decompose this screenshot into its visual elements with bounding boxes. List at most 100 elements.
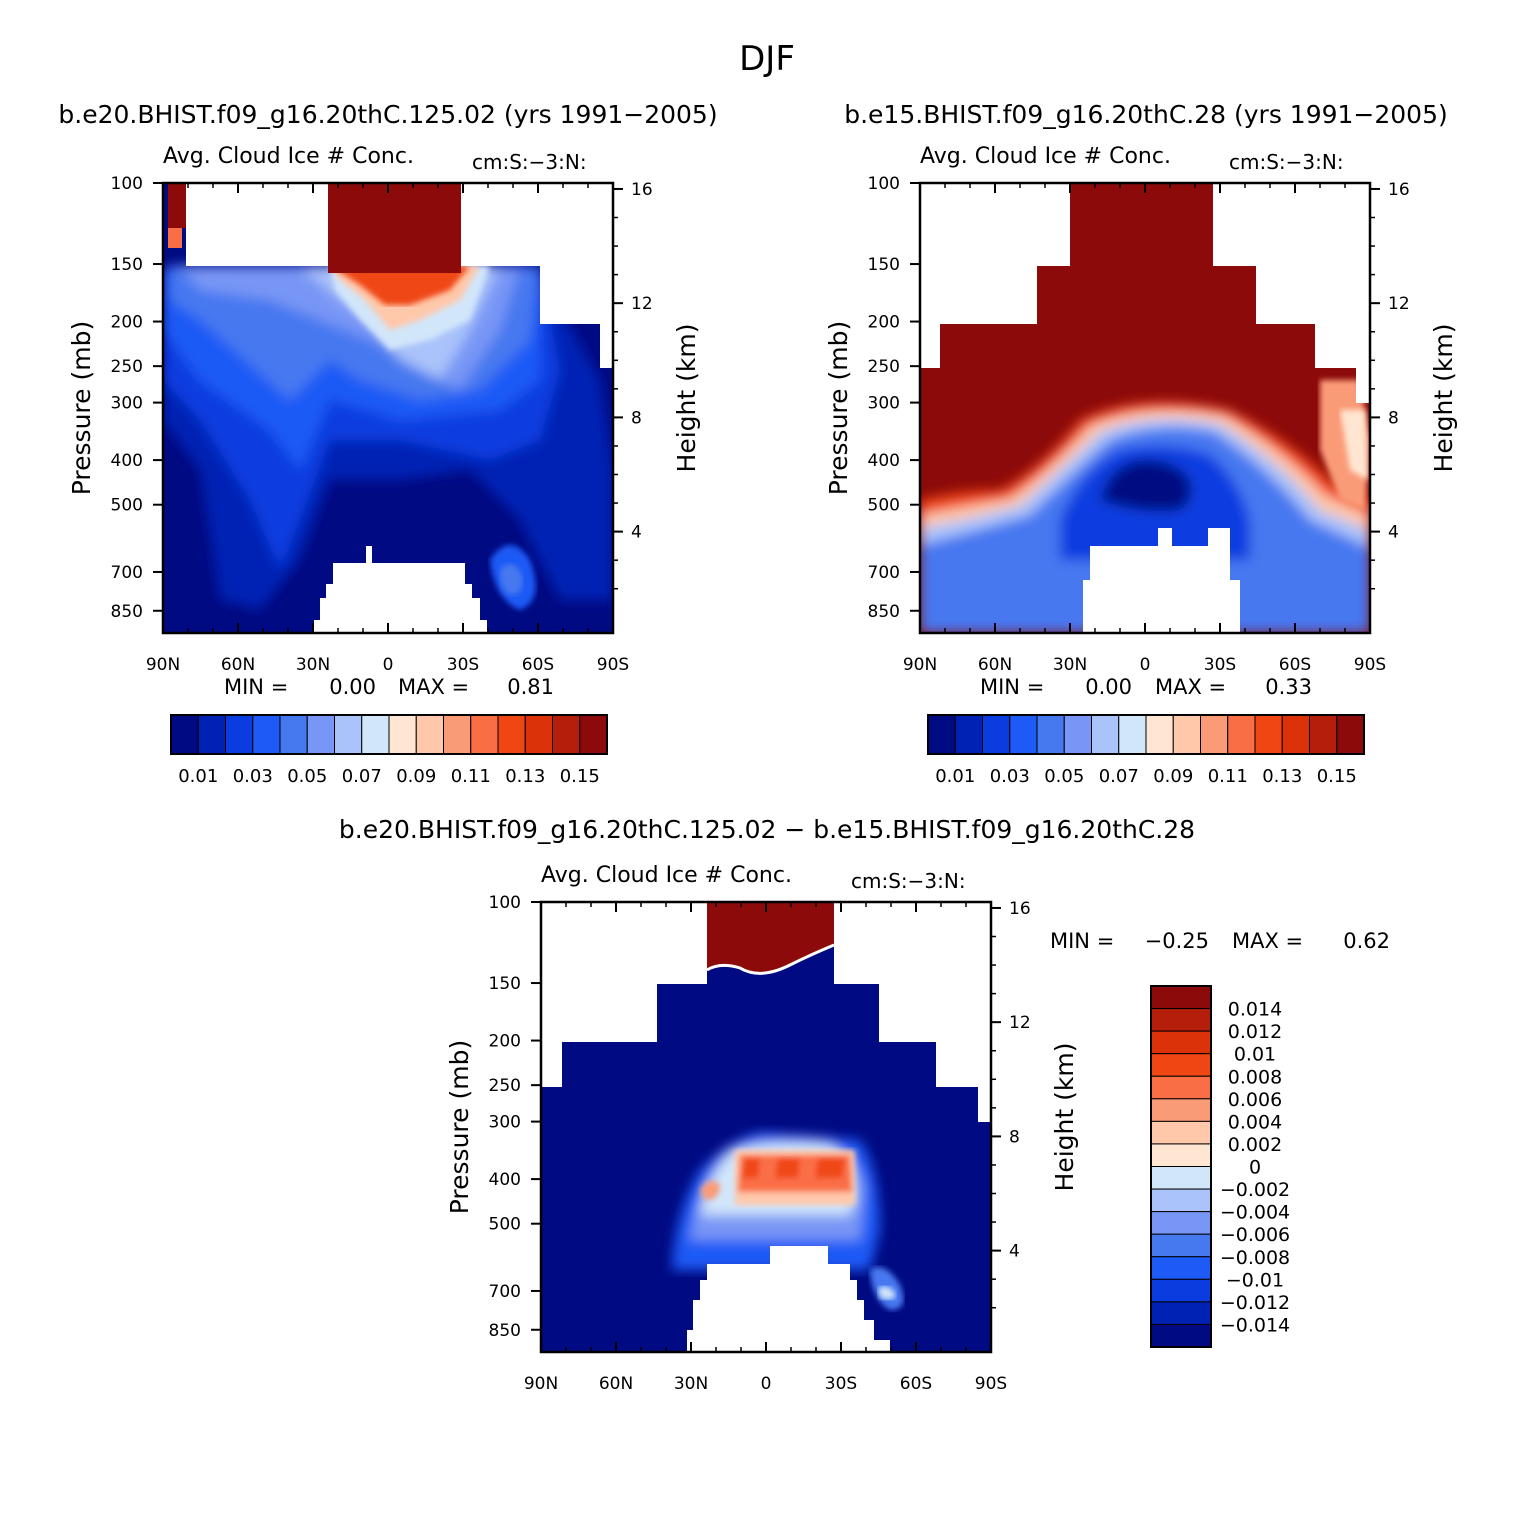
y2-tick-label: 16: [1388, 180, 1410, 200]
colorbar-label: 0.07: [342, 766, 382, 787]
x-tick-label: 90N: [903, 655, 937, 675]
y-tick-label: 400: [868, 451, 900, 471]
max-value: 0.81: [507, 675, 554, 699]
colorbar-swatch: [1150, 1075, 1212, 1100]
axes: 90N 60N 30N 0 30S 60S 90S 100 150 200 250 300 400 500…: [445, 893, 1079, 1394]
case-title: b.e15.BHIST.f09_g16.20thC.28 (yrs 1991−2…: [844, 100, 1448, 129]
y-tick-label: 700: [868, 563, 900, 583]
colorbar: 0.01 0.03 0.05 0.07 0.09 0.11 0.13 0.15: [170, 714, 608, 787]
colorbar-swatch: [388, 714, 417, 755]
x-tick-label: 0: [383, 655, 394, 675]
colorbar-label: 0.13: [1262, 766, 1302, 787]
colorbar-swatch: [954, 714, 983, 755]
units-label: cm:S:−3:N:: [851, 869, 966, 893]
colorbar-label: 0.01: [935, 766, 975, 787]
colorbar-label: 0.008: [1228, 1066, 1282, 1088]
colorbar-swatch: [1150, 1233, 1212, 1258]
colorbar-swatch: [306, 714, 335, 755]
x-tick-label: 90N: [146, 655, 180, 675]
y-tick-label: 250: [111, 357, 143, 377]
colorbar-label: 0: [1249, 1157, 1261, 1179]
y2-axis-label: Height (km): [672, 324, 701, 473]
y-tick-label: 700: [111, 563, 143, 583]
field-missing-mask: [687, 1246, 890, 1352]
colorbar-label: 0.012: [1228, 1021, 1282, 1043]
y-tick-label: 500: [489, 1215, 521, 1235]
colorbar-swatch: [1150, 985, 1212, 1010]
colorbar-swatch: [1150, 1301, 1212, 1325]
colorbar-swatch: [1150, 1256, 1212, 1280]
x-tick-label: 30S: [1204, 655, 1236, 675]
colorbar-swatch: [1281, 714, 1310, 755]
y-tick-label: 100: [489, 893, 521, 913]
max-label: MAX =: [1232, 929, 1303, 953]
min-value: −0.25: [1145, 929, 1209, 953]
colorbar-swatch: [1150, 1278, 1212, 1303]
x-tick-label: 30N: [296, 655, 330, 675]
contour-field: [163, 183, 613, 633]
colorbar-label: 0.006: [1228, 1089, 1282, 1111]
colorbar-label: 0.05: [1044, 766, 1084, 787]
y-tick-label: 300: [111, 394, 143, 414]
colorbar-swatch: [1172, 714, 1201, 755]
x-tick-label: 0: [1140, 655, 1151, 675]
y2-axis-label: Height (km): [1050, 1043, 1079, 1192]
max-label: MAX =: [398, 675, 469, 699]
y-tick-label: 850: [868, 602, 900, 622]
field-blob-south-core: [500, 563, 523, 595]
colorbar-swatch: [197, 714, 226, 755]
colorbar-swatch: [1336, 714, 1365, 755]
colorbar-swatch: [415, 714, 444, 755]
field-warm-3: [742, 1158, 845, 1178]
colorbar-swatch: [497, 714, 526, 755]
colorbar-frame: [927, 714, 1365, 755]
x-tick-label: 30S: [825, 1374, 857, 1394]
field-warm-left: [700, 1181, 720, 1200]
contour-field: [920, 183, 1370, 633]
colorbar-label: −0.012: [1220, 1292, 1290, 1314]
y2-tick-label: 12: [1009, 1013, 1031, 1033]
panel-reference: b.e15.BHIST.f09_g16.20thC.28 (yrs 1991−2…: [824, 100, 1458, 787]
colorbar-label: −0.01: [1226, 1269, 1284, 1291]
colorbar-label: 0.002: [1228, 1134, 1282, 1156]
colorbar-swatch: [1150, 1323, 1212, 1348]
y-tick-label: 200: [111, 313, 143, 333]
case-title: b.e20.BHIST.f09_g16.20thC.125.02 (yrs 19…: [58, 100, 717, 129]
field-topleft-red: [168, 183, 186, 228]
x-tick-label: 60N: [599, 1374, 633, 1394]
y-tick-label: 100: [111, 174, 143, 194]
colorbar-swatch: [1150, 1188, 1212, 1213]
panel-control: b.e20.BHIST.f09_g16.20thC.125.02 (yrs 19…: [58, 100, 717, 787]
colorbar-label: 0.01: [1234, 1044, 1276, 1066]
x-tick-label: 90S: [1354, 655, 1386, 675]
colorbar-label: −0.002: [1220, 1179, 1290, 1201]
figure-title: DJF: [739, 39, 795, 79]
colorbar-swatch: [552, 714, 581, 755]
x-tick-label: 60S: [900, 1374, 932, 1394]
field-missing-mask: [920, 183, 1370, 633]
colorbar-swatch: [1150, 1166, 1212, 1190]
colorbar-label: 0.11: [451, 766, 491, 787]
y-tick-label: 400: [111, 451, 143, 471]
colorbar: 0.0140.0120.010.0080.0060.0040.0020−0.00…: [1150, 985, 1290, 1348]
colorbar-label: 0.07: [1099, 766, 1139, 787]
y-tick-label: 150: [868, 255, 900, 275]
min-value: 0.00: [329, 675, 376, 699]
y2-tick-label: 4: [631, 523, 642, 543]
x-tick-label: 60S: [522, 655, 554, 675]
colorbar-label: 0.15: [1317, 766, 1357, 787]
colorbar-swatch: [1150, 1030, 1212, 1055]
field-topleft-orange: [168, 228, 182, 248]
units-label: cm:S:−3:N:: [1229, 150, 1344, 174]
colorbar-swatch: [524, 714, 553, 755]
y-tick-label: 200: [868, 313, 900, 333]
y2-tick-label: 12: [631, 294, 653, 314]
y2-tick-label: 4: [1388, 523, 1399, 543]
colorbar-label: 0.09: [396, 766, 436, 787]
field-missing-mask: [186, 183, 613, 633]
colorbar-swatch: [1150, 1053, 1212, 1077]
y-tick-label: 500: [868, 496, 900, 516]
y-tick-label: 850: [111, 602, 143, 622]
colorbar-label: −0.008: [1220, 1247, 1290, 1269]
x-tick-label: 30S: [447, 655, 479, 675]
